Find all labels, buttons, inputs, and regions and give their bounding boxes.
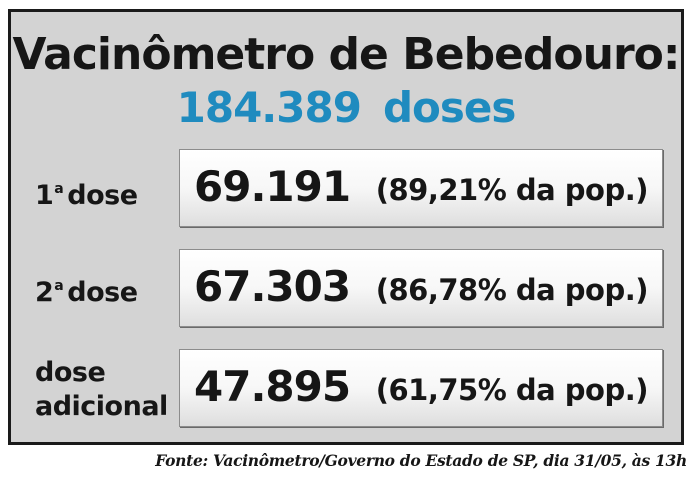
second-dose-count: 67.303 [194,262,351,311]
additional-dose-percent: (61,75% da pop.) [375,373,649,407]
additional-dose-count: 47.895 [194,362,351,411]
total-doses-unit: doses [382,83,516,132]
row-label-first-dose: 1a dose [35,172,138,213]
total-doses: 184.389 doses [11,84,681,132]
row-label-ordinal-suffix: a [54,181,64,197]
first-dose-box: 69.191 (89,21% da pop.) [179,149,663,227]
row-label-ordinal: 2 [35,277,54,308]
row-label-additional-dose: dose adicional [35,356,168,424]
row-label-ordinal: 1 [35,180,54,211]
second-dose-percent: (86,78% da pop.) [375,273,649,307]
total-doses-number: 184.389 [176,83,362,132]
first-dose-percent: (89,21% da pop.) [375,173,649,207]
additional-dose-box: 47.895 (61,75% da pop.) [179,349,663,427]
row-label-line1: dose [35,357,106,388]
row-label-text: dose [67,180,138,211]
row-label-text: dose [67,277,138,308]
vaccination-panel: Vacinômetro de Bebedouro: 184.389 doses 1… [8,9,684,445]
first-dose-count: 69.191 [194,162,351,211]
row-label-ordinal-suffix: a [54,278,64,294]
source-caption: Fonte: Vacinômetro/Governo do Estado de … [155,451,687,470]
panel-title: Vacinômetro de Bebedouro: [12,29,681,80]
row-label-line2: adicional [35,391,168,422]
row-label-second-dose: 2a dose [35,269,138,310]
second-dose-box: 67.303 (86,78% da pop.) [179,249,663,327]
